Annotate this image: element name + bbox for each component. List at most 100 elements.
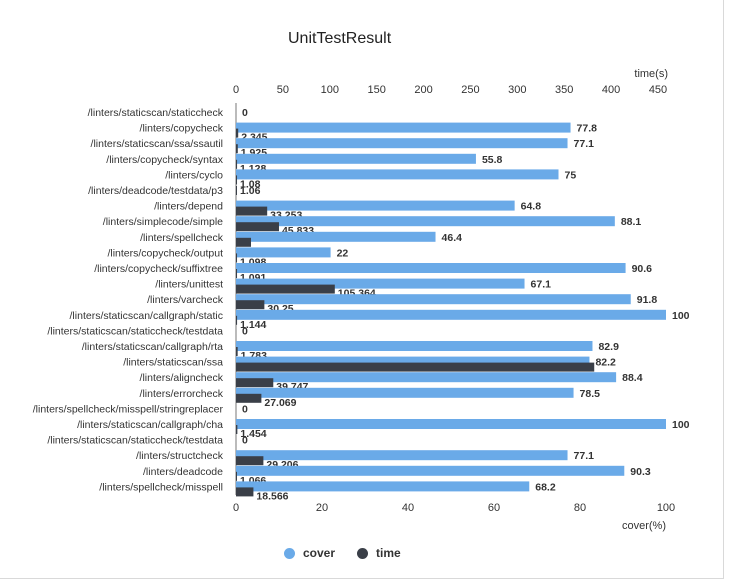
chart-frame <box>0 0 724 579</box>
cover-value-label: 91.8 <box>637 294 658 306</box>
cover-bar <box>236 294 631 305</box>
time-value-label: 1.08 <box>240 178 261 190</box>
category-label: /linters/aligncheck <box>140 372 224 384</box>
cover-bar <box>236 419 666 429</box>
category-label: /linters/staticscan/ssa <box>123 357 223 369</box>
time-bar <box>236 159 238 169</box>
top-axis-tick-label: 400 <box>602 84 620 96</box>
cover-bar <box>236 231 436 242</box>
time-bar <box>236 425 238 434</box>
cover-value-label: 55.8 <box>482 154 503 166</box>
cover-value-label: 78.5 <box>580 388 601 400</box>
time-value-label: 18.566 <box>256 490 288 502</box>
category-label: /linters/errorcheck <box>140 388 224 400</box>
time-value-label: 0 <box>242 435 248 447</box>
category-label: /linters/spellcheck <box>140 232 224 244</box>
time-bar <box>236 487 254 497</box>
category-label: /linters/copycheck/output <box>107 247 223 259</box>
legend-item-cover[interactable]: cover <box>284 546 335 560</box>
top-axis-tick-label: 100 <box>321 84 339 96</box>
time-bar <box>236 284 335 294</box>
cover-bar <box>236 216 615 227</box>
bottom-axis-tick-label: 100 <box>657 502 675 514</box>
top-axis-title: time(s) <box>634 68 668 80</box>
cover-bar <box>236 372 617 383</box>
cover-bar <box>236 122 571 133</box>
time-bar <box>236 206 268 216</box>
category-label: /linters/staticscan/ssa/ssautil <box>91 138 223 150</box>
time-bar <box>236 175 238 185</box>
cover-bar <box>236 138 568 149</box>
legend-label-cover: cover <box>303 546 336 560</box>
category-label: /linters/varcheck <box>147 294 224 306</box>
top-axis-tick-label: 0 <box>233 84 239 96</box>
category-label: /linters/cyclo <box>165 169 223 181</box>
cover-bar <box>236 481 530 492</box>
category-label: /linters/staticscan/callgraph/cha <box>77 419 223 431</box>
cover-value-label: 100 <box>672 310 690 322</box>
category-label: /linters/depend <box>154 201 223 213</box>
legend-dot-time <box>357 547 369 559</box>
cover-value-label: 77.1 <box>574 450 595 462</box>
cover-value-label: 88.1 <box>621 216 642 228</box>
time-bar <box>236 253 238 263</box>
time-bar <box>236 128 239 138</box>
category-label: /linters/staticscan/callgraph/rta <box>82 341 223 353</box>
cover-bar <box>236 263 626 273</box>
bottom-axis-tick-label: 0 <box>233 502 239 514</box>
time-bar <box>236 347 238 356</box>
category-label: /linters/unittest <box>155 279 223 291</box>
time-bar <box>236 315 238 325</box>
category-label: /linters/staticscan/callgraph/static <box>70 310 223 322</box>
cover-bar <box>236 153 476 164</box>
category-label: /linters/deadcode/testdata/p3 <box>88 185 223 197</box>
category-label: /linters/staticscan/staticcheck/testdata <box>47 325 223 337</box>
top-axis-tick-label: 350 <box>555 84 573 96</box>
cover-value-label: 90.6 <box>632 263 653 275</box>
time-value-label: 27.069 <box>264 397 296 409</box>
bottom-axis-tick-label: 60 <box>488 502 500 514</box>
category-label: /linters/spellcheck/misspell/stringrepla… <box>33 403 224 415</box>
cover-value-label: 64.8 <box>521 201 542 213</box>
category-label: /linters/deadcode <box>143 466 223 478</box>
time-bar <box>236 300 265 310</box>
cover-bar <box>236 450 568 461</box>
time-bar <box>236 222 279 232</box>
bottom-axis-tick-label: 20 <box>316 502 328 514</box>
cover-value-label: 82.2 <box>595 357 616 369</box>
cover-value-label: 90.3 <box>630 466 651 478</box>
time-value-label: 0 <box>242 325 248 337</box>
category-label: /linters/simplecode/simple <box>103 216 223 228</box>
time-value-label: 1.06 <box>240 185 261 197</box>
time-value-label: 0 <box>242 403 248 415</box>
top-axis-tick-label: 50 <box>277 84 289 96</box>
time-value-label: 0 <box>242 107 248 119</box>
category-label: /linters/copycheck/syntax <box>106 154 223 166</box>
cover-value-label: 75 <box>565 169 577 181</box>
category-label: /linters/staticscan/staticcheck/testdata <box>47 435 223 447</box>
time-bar <box>236 144 238 154</box>
cover-value-label: 82.9 <box>598 341 619 353</box>
time-bar <box>236 456 264 466</box>
time-bar <box>236 471 237 481</box>
cover-bar <box>236 387 574 398</box>
top-axis-tick-label: 200 <box>414 84 432 96</box>
cover-value-label: 100 <box>672 419 690 431</box>
cover-value-label: 77.8 <box>577 123 598 135</box>
cover-bar <box>236 309 666 320</box>
category-label: /linters/copycheck/suffixtree <box>94 263 223 275</box>
cover-bar <box>236 247 331 258</box>
time-bar <box>236 362 595 372</box>
bottom-axis-title: cover(%) <box>622 520 666 532</box>
time-value-label: 1.454 <box>240 428 266 440</box>
legend-item-time[interactable]: time <box>357 546 401 560</box>
cover-bar <box>236 356 590 367</box>
time-value-label: 1.144 <box>240 319 266 331</box>
top-axis-tick-label: 150 <box>367 84 385 96</box>
chart-title: UnitTestResult <box>288 30 392 47</box>
legend-dot-cover <box>284 547 295 559</box>
bottom-axis-tick-label: 80 <box>574 502 586 514</box>
time-bar <box>236 269 238 278</box>
